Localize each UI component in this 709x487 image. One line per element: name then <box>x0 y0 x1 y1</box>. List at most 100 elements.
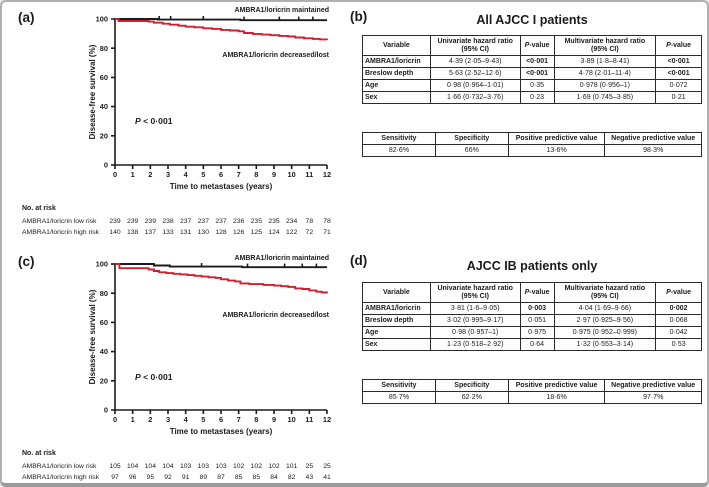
table-cell: 0·21 <box>655 91 702 105</box>
x-tick-label: 4 <box>184 170 189 179</box>
table-cell: 0·23 <box>519 91 555 105</box>
x-tick-label: 2 <box>148 170 152 179</box>
y-tick-label: 100 <box>96 260 108 269</box>
table-cell: Sex <box>362 338 431 352</box>
x-tick-label: 11 <box>305 415 313 424</box>
y-tick-label: 0 <box>104 161 108 170</box>
at-risk-value: 85 <box>253 474 261 481</box>
table-cell: 0·35 <box>519 79 555 93</box>
table-cell: AMBRA1/loricrin <box>362 302 431 316</box>
table-cell: 3·81 (1·6–9·05) <box>429 302 521 316</box>
at-risk-value: 234 <box>286 218 298 225</box>
axis-lines <box>114 263 327 411</box>
curve-label-maintained: AMBRA1/loricrin maintained <box>234 255 329 262</box>
x-tick-label: 12 <box>323 170 331 179</box>
at-risk-value: 237 <box>180 218 192 225</box>
at-risk-value: 102 <box>251 463 263 470</box>
curve-label-maintained: AMBRA1/loricrin maintained <box>234 7 329 14</box>
panel-label-a: (a) <box>18 10 35 25</box>
table-header-cell: Sensitivity <box>362 378 436 393</box>
at-risk-value: 235 <box>251 218 263 225</box>
x-tick-label: 5 <box>201 170 205 179</box>
at-risk-value: 85 <box>235 474 243 481</box>
table-cell: 1·23 (0·518–2·92) <box>429 338 521 352</box>
x-tick-label: 4 <box>184 415 189 424</box>
y-tick-label: 40 <box>100 347 108 356</box>
metrics-table-d: Sensitivity Specificity Positive predictiv… <box>362 378 702 405</box>
at-risk-value: 91 <box>182 474 190 481</box>
at-risk-value: 97 <box>111 474 119 481</box>
at-risk-value: 239 <box>127 218 139 225</box>
table-row: Age 0·98 (0·957–1) 0·975 0·975 (0·952–0·999… <box>362 326 702 340</box>
table-cell: 2·97 (0·925–9·56) <box>553 314 657 328</box>
table-cell: 66% <box>434 144 509 158</box>
x-tick-label: 11 <box>305 170 313 179</box>
table-cell: Age <box>362 326 431 340</box>
table-row: Sex 1·23 (0·518–2·92) 0·64 1·32 (0·553–3·14… <box>362 338 702 352</box>
at-risk-row-label: AMBRA1/loricrin high risk <box>22 474 100 481</box>
panel-label-c: (c) <box>18 254 35 269</box>
table-header-row: Sensitivity Specificity Positive predictiv… <box>362 378 702 393</box>
at-risk-value: 140 <box>109 229 121 236</box>
table-cell: 4·04 (1·69–9·66) <box>553 302 657 316</box>
y-tick-label: 80 <box>100 44 108 53</box>
table-cell: 3·89 (1·8–8·41) <box>553 55 657 69</box>
table-cell: AMBRA1/loricrin <box>362 55 431 69</box>
at-risk-value: 103 <box>215 463 227 470</box>
table-cell: 0·98 (0·964–1·01) <box>429 79 521 93</box>
x-tick-label: 3 <box>166 170 170 179</box>
table-cell: 97·7% <box>604 391 702 405</box>
x-tick-label: 6 <box>219 170 223 179</box>
at-risk-value: 122 <box>286 229 298 236</box>
axes <box>111 18 328 169</box>
at-risk-value: 78 <box>323 218 331 225</box>
table-row: 85·7% 62·2% 18·6% 97·7% <box>362 391 702 405</box>
table-cell: 0·051 <box>519 314 555 328</box>
table-cell: 98·3% <box>604 144 702 158</box>
at-risk-value: 96 <box>129 474 137 481</box>
x-axis-title: Time to metastases (years) <box>170 182 273 191</box>
at-risk-value: 130 <box>198 229 210 236</box>
table-cell: 0·978 (0·956–1) <box>553 79 657 93</box>
table-header-cell: Negative predictive value <box>604 131 702 146</box>
table-cell: 0·068 <box>655 314 702 328</box>
table-header-cell: Univariate hazard ratio (95% CI) <box>429 281 521 304</box>
at-risk-value: 236 <box>233 218 245 225</box>
table-cell: Breslow depth <box>362 314 431 328</box>
x-tick-label: 10 <box>288 170 296 179</box>
at-risk-value: 238 <box>162 218 174 225</box>
at-risk-value: 103 <box>198 463 210 470</box>
at-risk-value: 137 <box>145 229 157 236</box>
y-tick-label: 20 <box>100 131 108 140</box>
table-cell: <0·001 <box>519 67 555 81</box>
panel-title-b: All AJCC I patients <box>476 13 588 27</box>
at-risk-title: No. at risk <box>22 450 56 457</box>
at-risk-value: 125 <box>251 229 263 236</box>
table-row: AMBRA1/loricrin 4·39 (2·05–9·43) <0·001 3·8… <box>362 55 702 69</box>
table-cell: <0·001 <box>655 67 702 81</box>
at-risk-value: 92 <box>164 474 172 481</box>
y-axis-title: Disease-free survival (%) <box>88 44 97 139</box>
panel-label-d: (d) <box>350 253 368 268</box>
table-cell: 82·6% <box>362 144 436 158</box>
at-risk-value: 237 <box>198 218 210 225</box>
at-risk-value: 82 <box>288 474 296 481</box>
table-header-row: Sensitivity Specificity Positive predictiv… <box>362 131 702 146</box>
table-cell: 1·66 (0·732–3·76) <box>429 91 521 105</box>
at-risk-row-label: AMBRA1/loricrin low risk <box>22 218 97 225</box>
at-risk-value: 239 <box>145 218 157 225</box>
table-header-cell: P-value <box>655 281 702 304</box>
x-tick-label: 0 <box>113 170 117 179</box>
axes <box>111 263 328 414</box>
at-risk-row-label: AMBRA1/loricrin high risk <box>22 229 100 236</box>
curve-maintained <box>115 18 327 22</box>
table-header-cell: Positive predictive value <box>507 131 606 146</box>
at-risk-value: 89 <box>200 474 208 481</box>
at-risk-value: 138 <box>127 229 139 236</box>
table-cell: 0·53 <box>655 338 702 352</box>
table-header-cell: Multivariate hazard ratio (95% CI) <box>553 281 657 304</box>
table-cell: 62·2% <box>434 391 509 405</box>
table-cell: 0·975 (0·952–0·999) <box>553 326 657 340</box>
x-tick-label: 7 <box>237 415 241 424</box>
